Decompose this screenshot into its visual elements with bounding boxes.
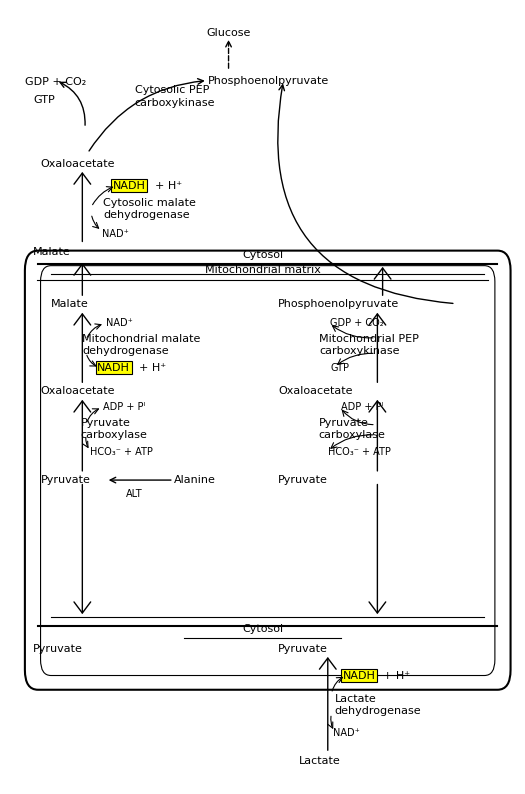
Text: + H⁺: + H⁺: [383, 670, 410, 680]
Text: GTP: GTP: [34, 95, 56, 106]
Text: NADH: NADH: [97, 363, 130, 372]
Text: HCO₃⁻ + ATP: HCO₃⁻ + ATP: [90, 447, 153, 457]
Text: Malate: Malate: [33, 247, 70, 257]
Text: Glucose: Glucose: [206, 28, 251, 38]
Text: NAD⁺: NAD⁺: [102, 229, 129, 239]
Text: + H⁺: + H⁺: [139, 363, 166, 372]
Text: Malate: Malate: [51, 299, 89, 309]
Text: Cytosol: Cytosol: [242, 624, 283, 634]
Text: ALT: ALT: [126, 488, 143, 499]
Text: dehydrogenase: dehydrogenase: [103, 210, 190, 220]
Text: carboxylase: carboxylase: [81, 430, 148, 440]
Text: dehydrogenase: dehydrogenase: [334, 706, 421, 716]
Text: dehydrogenase: dehydrogenase: [82, 346, 169, 357]
Text: carboxylase: carboxylase: [318, 430, 385, 440]
Text: NADH: NADH: [343, 670, 375, 680]
Text: Cytosolic malate: Cytosolic malate: [103, 198, 196, 208]
Text: Lactate: Lactate: [299, 756, 341, 766]
Text: Pyruvate: Pyruvate: [40, 475, 90, 485]
Text: NADH: NADH: [113, 181, 146, 191]
Text: Alanine: Alanine: [174, 475, 216, 485]
Text: Mitochondrial malate: Mitochondrial malate: [82, 334, 201, 345]
Text: ADP + Pᴵ: ADP + Pᴵ: [341, 403, 383, 412]
Text: Pyruvate: Pyruvate: [81, 418, 131, 428]
Text: ADP + Pᴵ: ADP + Pᴵ: [103, 403, 145, 412]
Text: Pyruvate: Pyruvate: [278, 644, 328, 653]
Text: Pyruvate: Pyruvate: [318, 418, 368, 428]
Text: Pyruvate: Pyruvate: [33, 644, 82, 653]
Text: NAD⁺: NAD⁺: [106, 318, 133, 329]
Text: Cytosol: Cytosol: [242, 249, 283, 260]
Text: carboxykinase: carboxykinase: [134, 98, 215, 108]
Text: + H⁺: + H⁺: [155, 181, 183, 191]
Text: carboxykinase: carboxykinase: [319, 346, 400, 357]
Text: NAD⁺: NAD⁺: [333, 728, 360, 738]
FancyBboxPatch shape: [25, 251, 510, 690]
Text: Cytosolic PEP: Cytosolic PEP: [134, 85, 209, 95]
Text: Oxaloacetate: Oxaloacetate: [40, 386, 115, 395]
Text: GTP: GTP: [330, 363, 350, 372]
Text: Phosphoenolpyruvate: Phosphoenolpyruvate: [208, 75, 329, 86]
Text: Lactate: Lactate: [334, 694, 376, 704]
Text: Oxaloacetate: Oxaloacetate: [278, 386, 353, 395]
Text: HCO₃⁻ + ATP: HCO₃⁻ + ATP: [328, 447, 391, 457]
Text: GDP + CO₂: GDP + CO₂: [330, 318, 384, 329]
Text: Pyruvate: Pyruvate: [278, 475, 328, 485]
Text: Phosphoenolpyruvate: Phosphoenolpyruvate: [278, 299, 400, 309]
Text: Mitochondrial matrix: Mitochondrial matrix: [205, 265, 320, 276]
Text: Oxaloacetate: Oxaloacetate: [40, 159, 115, 168]
Text: GDP + CO₂: GDP + CO₂: [25, 77, 86, 87]
Text: Mitochondrial PEP: Mitochondrial PEP: [319, 334, 419, 345]
